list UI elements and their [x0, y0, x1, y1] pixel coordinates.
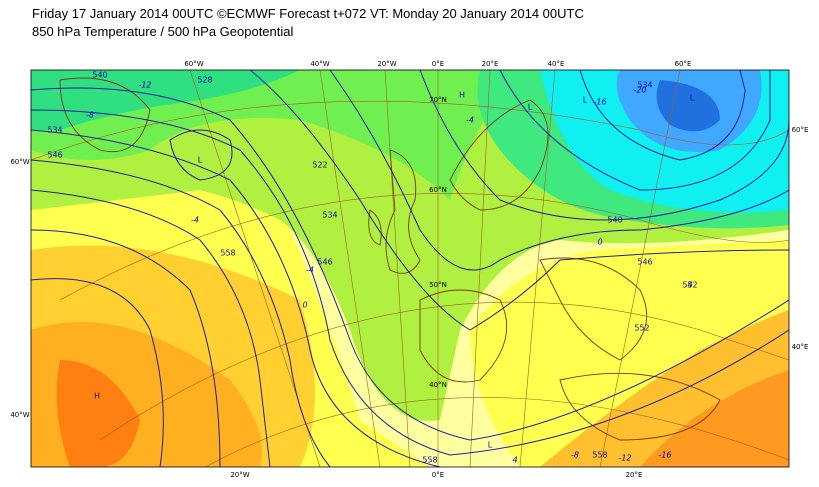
- title: Friday 17 January 2014 00UTC ©ECMWF Fore…: [32, 6, 584, 21]
- temperature-label: 4: [687, 281, 692, 290]
- pressure-center: L: [690, 94, 695, 103]
- temperature-label: -8: [86, 111, 94, 120]
- pressure-center: H: [459, 91, 465, 100]
- contour-label: 522: [312, 161, 327, 170]
- temperature-label: -4: [306, 266, 314, 275]
- contour-label: 534: [637, 81, 652, 90]
- temperature-label: -12: [138, 81, 151, 90]
- graticule-label: 60°W: [10, 158, 29, 166]
- temperature-label: -16: [658, 451, 671, 460]
- temperature-label: -4: [466, 116, 474, 125]
- contour-label: 546: [637, 258, 652, 267]
- graticule-label: 40°N: [429, 381, 447, 389]
- graticule-label: 20°E: [482, 60, 499, 68]
- graticule-label: 40°E: [548, 60, 565, 68]
- contour-label: 552: [634, 324, 649, 333]
- contour-label: 546: [317, 258, 332, 267]
- graticule-label: 20°W: [230, 471, 249, 479]
- graticule-label: 60°E: [675, 60, 692, 68]
- temperature-label: -16: [593, 98, 606, 107]
- temperature-label: -8: [571, 451, 579, 460]
- coastlines: [59, 77, 721, 441]
- temperature-label: -4: [191, 216, 199, 225]
- contour-label: 546: [47, 151, 62, 160]
- contour-label: 558: [220, 249, 235, 258]
- temperature-label: 0: [597, 238, 602, 247]
- contour-label: 540: [92, 71, 107, 80]
- pressure-center: L: [583, 96, 588, 105]
- graticule-label: 50°N: [429, 281, 447, 289]
- pressure-center: H: [94, 392, 100, 401]
- contour-label: 558: [592, 451, 607, 460]
- graticule-label: 40°E: [792, 343, 809, 351]
- temperature-label: -20: [633, 86, 646, 95]
- graticule-label: 20°W: [377, 60, 396, 68]
- graticule-label: 60°E: [792, 126, 809, 134]
- temperature-field: [31, 70, 789, 467]
- graticule-label: 60°W: [184, 60, 203, 68]
- contour-label: 540: [607, 216, 622, 225]
- contour-label: 552: [682, 281, 697, 290]
- graticule-label: 60°N: [429, 186, 447, 194]
- contour-label: 558: [422, 456, 437, 465]
- temperature-label: 4: [512, 456, 517, 465]
- subtitle: 850 hPa Temperature / 500 hPa Geopotenti…: [32, 24, 294, 39]
- temperature-label: 0: [302, 301, 307, 310]
- contour-label: 534: [47, 126, 62, 135]
- pressure-center: L: [488, 441, 493, 450]
- contour-label: 534: [322, 211, 337, 220]
- pressure-center: L: [528, 103, 533, 112]
- graticule-label: 20°E: [626, 471, 643, 479]
- pressure-center: L: [198, 156, 203, 165]
- graticule-label: 70°N: [429, 96, 447, 104]
- geopotential-contours: [31, 70, 789, 467]
- graticule-label: 40°W: [10, 411, 29, 419]
- graticule-label: 0°E: [432, 60, 444, 68]
- map-frame: [30, 69, 790, 468]
- contour-label: 528: [197, 76, 212, 85]
- graticule-label: 40°W: [310, 60, 329, 68]
- temperature-label: -12: [618, 454, 631, 463]
- graticule-label: 0°E: [432, 471, 444, 479]
